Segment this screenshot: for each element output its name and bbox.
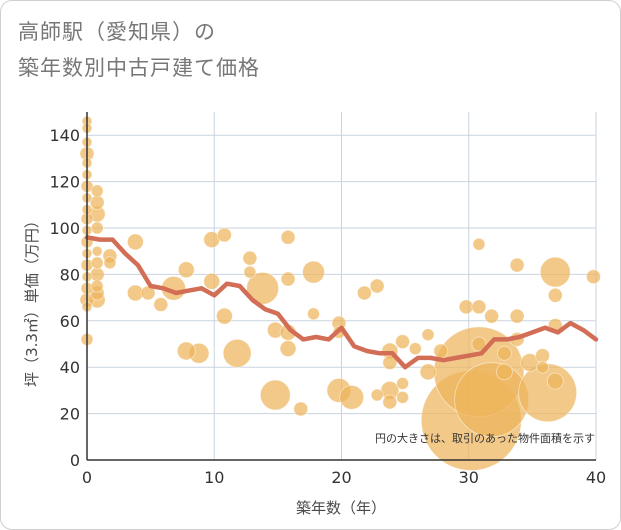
data-bubble bbox=[382, 394, 398, 410]
data-bubble bbox=[382, 355, 398, 370]
data-bubble bbox=[539, 256, 571, 288]
chart-title-line2: 築年数別中古戸建て価格 bbox=[18, 56, 260, 80]
data-bubble bbox=[421, 328, 435, 342]
data-bubble bbox=[243, 265, 257, 279]
data-bubble bbox=[203, 272, 221, 290]
data-bubble bbox=[357, 285, 372, 301]
data-bubble bbox=[536, 360, 549, 374]
y-tick-label: 140 bbox=[49, 126, 80, 145]
data-bubble bbox=[496, 345, 512, 361]
data-bubble bbox=[307, 307, 320, 321]
data-bubble bbox=[280, 229, 296, 245]
data-bubble bbox=[103, 256, 117, 270]
data-bubble bbox=[90, 221, 104, 235]
data-bubble bbox=[217, 227, 232, 243]
y-tick-label: 20 bbox=[60, 405, 80, 424]
x-axis-label: 築年数（年） bbox=[296, 499, 386, 517]
data-bubble bbox=[471, 299, 487, 315]
chart-title-line1: 高師駅（愛知県）の bbox=[18, 20, 216, 44]
data-bubble bbox=[396, 390, 409, 404]
data-bubble bbox=[419, 363, 437, 381]
data-bubble bbox=[484, 308, 500, 324]
data-bubble bbox=[339, 384, 365, 410]
size-note: 円の大きさは、取引のあった物件面積を示す bbox=[375, 431, 595, 445]
data-bubble bbox=[176, 341, 196, 361]
y-tick-label: 100 bbox=[49, 219, 80, 238]
data-bubble bbox=[586, 269, 601, 285]
data-bubble bbox=[293, 401, 309, 417]
data-bubble bbox=[471, 336, 487, 352]
data-bubble bbox=[91, 245, 103, 257]
data-bubble bbox=[396, 377, 409, 390]
data-bubble bbox=[153, 297, 169, 312]
y-tick-label: 0 bbox=[70, 451, 80, 470]
y-tick-label: 80 bbox=[60, 265, 80, 284]
chart-title: 高師駅（愛知県）の 築年数別中古戸建て価格 bbox=[18, 14, 260, 86]
data-bubble bbox=[90, 184, 104, 198]
data-bubble bbox=[547, 287, 563, 303]
x-tick-label: 0 bbox=[82, 468, 92, 487]
data-bubble bbox=[454, 362, 530, 438]
y-tick-label: 120 bbox=[49, 173, 80, 192]
data-bubble bbox=[369, 278, 385, 294]
data-bubble bbox=[370, 388, 384, 402]
average-line-layer bbox=[84, 235, 599, 370]
data-bubble bbox=[216, 307, 233, 325]
data-bubble bbox=[495, 363, 513, 381]
data-bubble bbox=[433, 343, 449, 359]
data-bubble bbox=[126, 233, 144, 251]
x-tick-label: 10 bbox=[204, 468, 224, 487]
data-bubble bbox=[535, 348, 550, 364]
data-bubble bbox=[177, 261, 195, 279]
average-price-line bbox=[84, 235, 599, 370]
data-bubble bbox=[259, 379, 291, 411]
data-bubble bbox=[408, 342, 422, 356]
y-tick-label: 60 bbox=[60, 312, 80, 331]
data-bubble bbox=[546, 372, 564, 390]
data-bubble bbox=[302, 260, 325, 284]
data-bubble bbox=[222, 338, 252, 368]
data-bubble bbox=[279, 340, 297, 358]
data-bubble bbox=[242, 250, 258, 266]
x-tick-label: 30 bbox=[459, 468, 479, 487]
data-bubble bbox=[395, 334, 410, 350]
data-bubble bbox=[472, 237, 486, 251]
data-bubble bbox=[89, 266, 105, 282]
y-tick-label: 40 bbox=[60, 358, 80, 377]
y-axis-label: 坪（3.3㎡）単価（万円） bbox=[23, 213, 41, 387]
data-bubble bbox=[509, 308, 525, 324]
data-bubble bbox=[458, 299, 474, 315]
x-tick-label: 40 bbox=[586, 468, 606, 487]
data-bubble bbox=[246, 271, 280, 305]
data-bubble bbox=[509, 257, 525, 273]
data-bubble bbox=[518, 363, 578, 423]
data-bubble bbox=[90, 279, 104, 293]
data-bubble bbox=[280, 271, 296, 287]
x-tick-label: 20 bbox=[331, 468, 351, 487]
bubble-layer bbox=[79, 115, 601, 471]
axes: 0 20 40 60 80 100 120 140 0 10 20 30 40 bbox=[49, 112, 606, 487]
data-bubble bbox=[90, 256, 104, 270]
